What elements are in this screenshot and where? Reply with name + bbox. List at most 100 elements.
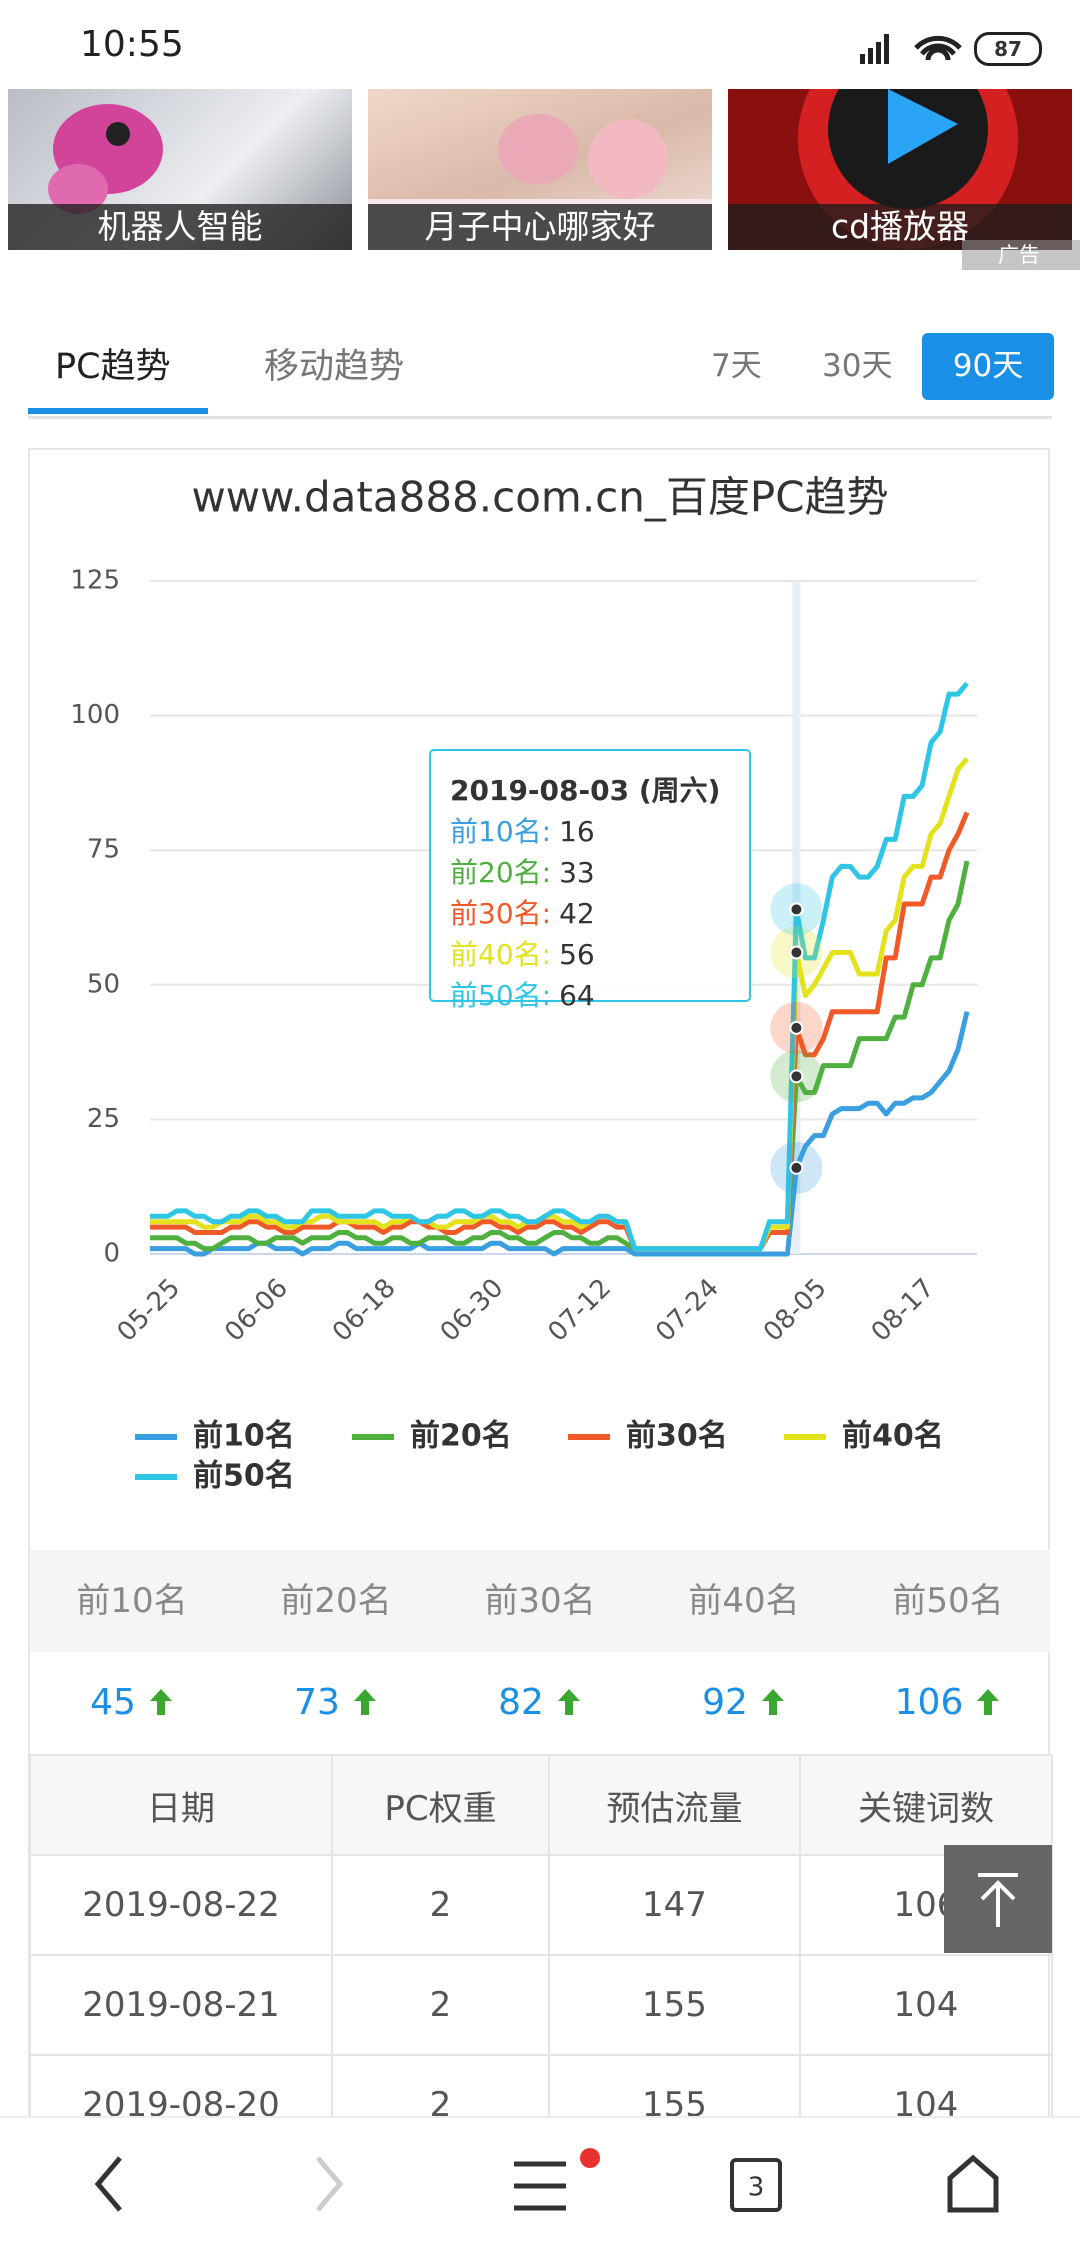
tooltip	[429, 749, 751, 1002]
hover-point	[789, 1020, 804, 1035]
up-arrow	[761, 1689, 784, 1715]
x-tick-label: 07-12	[543, 1273, 618, 1348]
ad-tile[interactable]: cd播放器	[728, 89, 1072, 250]
legend-label: 前40名	[842, 1419, 944, 1454]
menu-button[interactable]	[514, 2148, 600, 2211]
y-tick-label: 125	[70, 566, 120, 596]
range-tab[interactable]: 7天	[711, 348, 762, 384]
summary-label: 前10名	[76, 1581, 188, 1621]
summary-value: 92	[702, 1682, 748, 1723]
series-line	[150, 757, 969, 1252]
up-arrow	[977, 1689, 1000, 1715]
tooltip-row: 前30名: 42	[450, 897, 595, 930]
hover-point	[789, 1069, 804, 1084]
y-tick-label: 50	[87, 969, 120, 999]
summary-label: 前30名	[484, 1581, 596, 1621]
legend-label: 前50名	[193, 1459, 295, 1494]
forward-button[interactable]	[316, 2156, 344, 2212]
column-header: 关键词数	[799, 1754, 1053, 1856]
tooltip-row: 前40名: 56	[450, 938, 595, 971]
divider	[28, 416, 1052, 419]
series-line	[150, 860, 970, 1252]
tab[interactable]: PC趋势	[55, 347, 171, 387]
summary-cell: 73	[234, 1652, 438, 1754]
tooltip-title: 2019-08-03 (周六)	[450, 774, 720, 807]
cell: 147	[548, 1854, 801, 1956]
ad-caption: cd播放器	[728, 204, 1072, 250]
tooltip-label: 前10名:	[450, 815, 551, 848]
series-line	[150, 1011, 970, 1257]
ad-image	[48, 104, 163, 214]
summary-label: 前40名	[688, 1581, 800, 1621]
up-arrow	[353, 1689, 376, 1715]
summary-value: 82	[498, 1682, 544, 1723]
x-tick-label: 05-25	[112, 1273, 187, 1348]
summary-cell: 92	[642, 1652, 846, 1754]
table-row: 2019-08-22 2 147 106	[29, 1854, 1053, 1956]
tooltip-value: 64	[559, 979, 595, 1012]
summary-cell: 82	[438, 1652, 642, 1754]
cell: 2	[331, 1854, 550, 1956]
x-tick-label: 06-30	[435, 1273, 510, 1348]
chart-title: www.data888.com.cn_百度PC趋势	[191, 473, 888, 522]
series-line	[150, 681, 969, 1252]
y-tick-label: 75	[87, 835, 120, 865]
summary-value: 73	[294, 1682, 340, 1723]
ad-caption: 月子中心哪家好	[368, 204, 712, 250]
tooltip-value: 42	[559, 897, 595, 930]
ad-tile[interactable]: 机器人智能	[8, 89, 352, 250]
cell: 2019-08-21	[29, 1954, 333, 2056]
summary-cell: 45	[30, 1652, 234, 1754]
tooltip-value: 16	[559, 815, 595, 848]
back-button[interactable]	[94, 2156, 122, 2212]
column-header: 预估流量	[548, 1754, 801, 1856]
x-tick-label: 06-06	[219, 1273, 294, 1348]
bottom-nav: 3	[0, 2116, 1080, 2250]
tooltip-label: 前20名:	[450, 856, 551, 889]
back-to-top[interactable]	[944, 1845, 1052, 1953]
x-tick-label: 08-17	[866, 1273, 941, 1348]
summary-label: 前50名	[892, 1581, 1004, 1621]
data-table: 日期 PC权重 预估流量 关键词数 2019-08-22 2 147 106 2019…	[29, 1754, 1053, 2156]
summary-cell: 106	[846, 1652, 1050, 1754]
ad-badge[interactable]: 广告	[962, 240, 1080, 270]
chart: www.data888.com.cn_百度PC趋势 0 25 50 75 100 125 0…	[70, 473, 977, 1494]
summary-value: 106	[894, 1682, 964, 1723]
home-button[interactable]	[947, 2154, 999, 2213]
tab[interactable]: 移动趋势	[264, 347, 405, 387]
hover-point	[789, 902, 804, 917]
hover-point	[789, 1160, 804, 1175]
ad-caption: 机器人智能	[8, 204, 352, 250]
back-to-top-icon	[978, 1873, 1018, 1927]
range-tab[interactable]: 30天	[822, 348, 893, 384]
range-tab-active[interactable]: 90天	[922, 333, 1054, 400]
nav-icons: 3	[94, 2148, 999, 2213]
tab-count: 3	[748, 2173, 765, 2203]
cell: 2	[331, 1954, 550, 2056]
cell: 155	[548, 1954, 801, 2056]
tooltip-label: 前30名:	[450, 897, 551, 930]
series-line	[150, 811, 970, 1252]
x-tick-label: 07-24	[650, 1273, 725, 1348]
column-header: 日期	[29, 1754, 333, 1856]
summary-header: 前10名 前20名 前30名 前40名 前50名	[30, 1550, 1050, 1652]
signal-icons	[860, 34, 962, 64]
legend-label: 前20名	[410, 1419, 512, 1454]
tooltip-label: 前50名:	[450, 979, 551, 1012]
y-tick-label: 0	[103, 1239, 120, 1269]
x-tick-label: 06-18	[327, 1273, 402, 1348]
up-arrow	[557, 1689, 580, 1715]
battery: 87	[974, 32, 1042, 66]
table-row: 2019-08-21 2 155 104	[29, 1954, 1053, 2056]
ad-tile[interactable]: 月子中心哪家好	[368, 89, 712, 250]
tooltip-label: 前40名:	[450, 938, 551, 971]
status-bar: 10:55 87	[0, 0, 1080, 88]
y-tick-label: 100	[70, 700, 120, 730]
cell: 2019-08-22	[29, 1854, 333, 1956]
tab-underline	[28, 408, 208, 414]
tooltip-value: 33	[559, 856, 595, 889]
tabs-button[interactable]	[730, 2158, 782, 2212]
tooltip-row: 前50名: 64	[450, 979, 595, 1012]
ad-badge-text: 广告	[998, 243, 1040, 267]
